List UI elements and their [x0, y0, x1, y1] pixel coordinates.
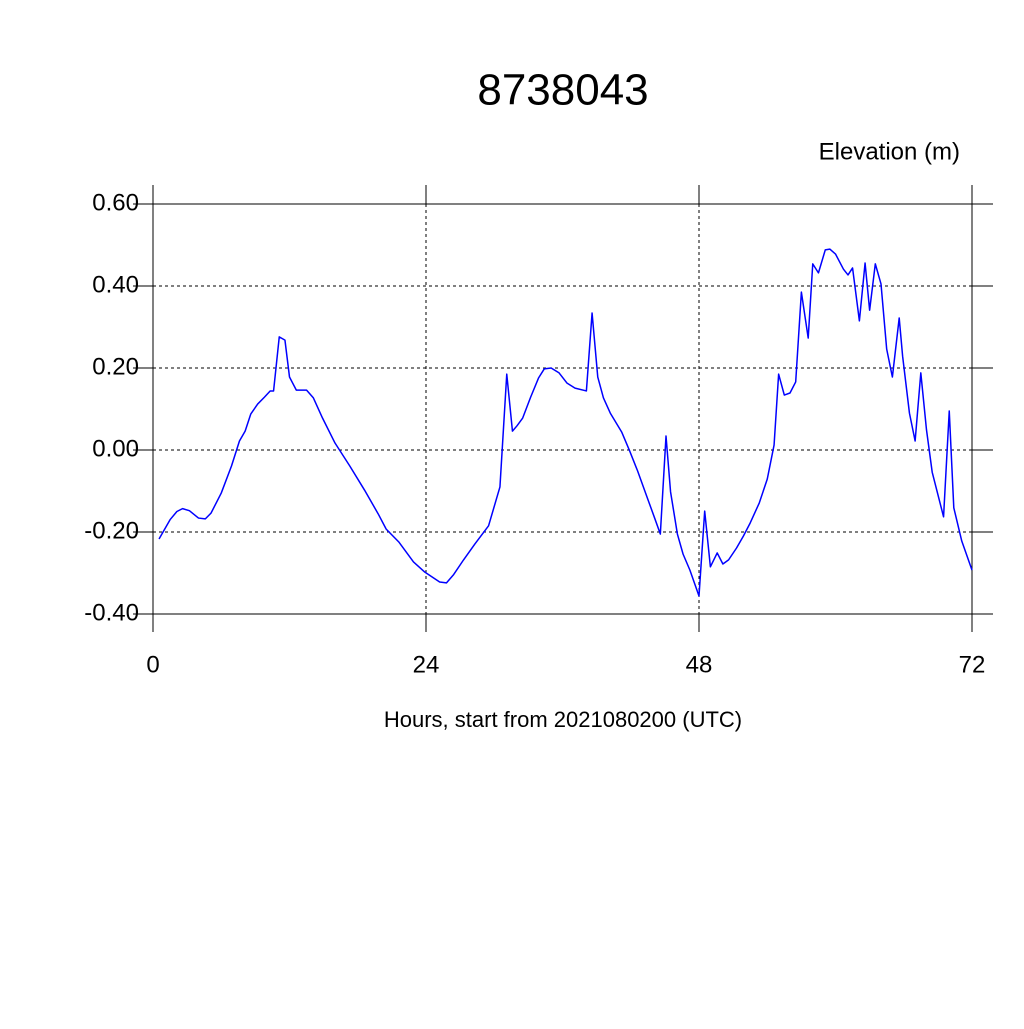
y-tick-label: 0.20 — [92, 353, 139, 380]
x-tick-label: 72 — [959, 651, 986, 678]
x-tick-label: 48 — [686, 651, 713, 678]
plot-frame — [152, 203, 973, 615]
x-tick-label: 0 — [146, 651, 159, 678]
x-axis-label: Hours, start from 2021080200 (UTC) — [384, 707, 742, 732]
y-tick-label: -0.20 — [84, 517, 139, 544]
data-line — [158, 248, 973, 597]
y-tick-label: 0.00 — [92, 435, 139, 462]
y-tick-label: 0.60 — [92, 189, 139, 216]
x-tick-label: 24 — [413, 651, 440, 678]
y-axis-label: Elevation (m) — [819, 138, 960, 165]
y-tick-label: -0.40 — [84, 599, 139, 626]
y-tick-label: 0.40 — [92, 271, 139, 298]
chart-title: 8738043 — [477, 66, 648, 115]
